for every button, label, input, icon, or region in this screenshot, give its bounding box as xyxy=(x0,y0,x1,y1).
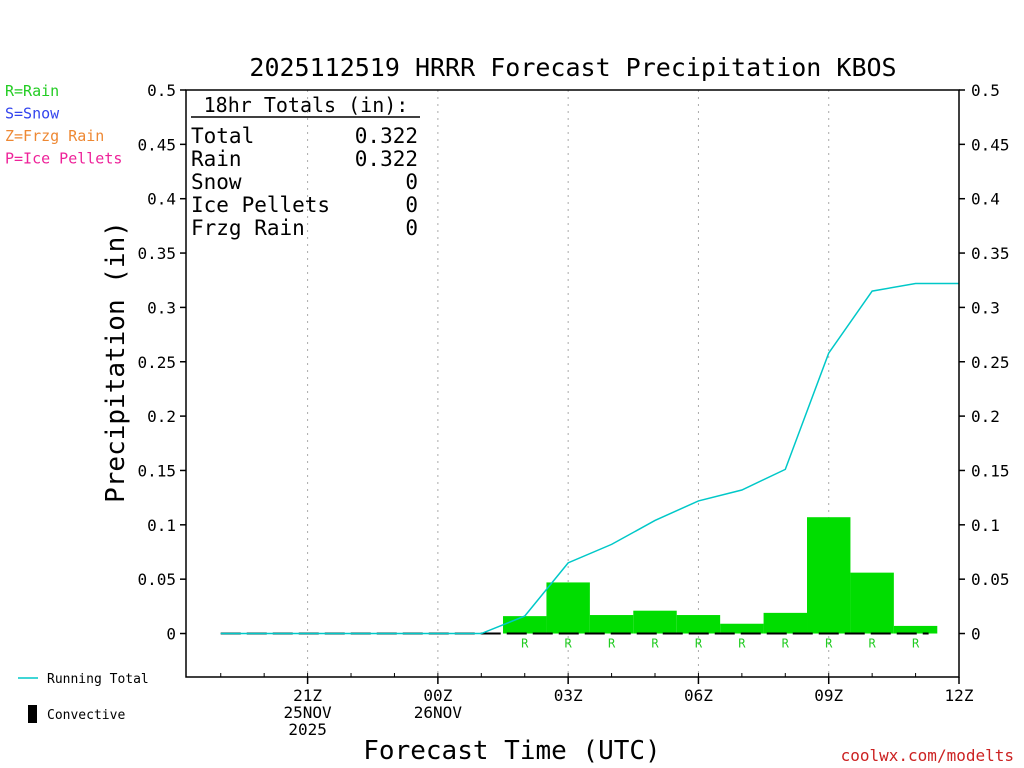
totals-value: 0 xyxy=(405,193,418,217)
precip-bar xyxy=(763,612,808,634)
x-axis-label: Forecast Time (UTC) xyxy=(363,736,660,766)
y-tick-label-left: 0.35 xyxy=(137,244,176,263)
y-tick-label-left: 0.3 xyxy=(147,298,176,317)
y-tick-label-left: 0.25 xyxy=(137,353,176,372)
precip-type-label: R xyxy=(565,637,573,651)
x-tick-label: 09Z xyxy=(814,686,843,705)
totals-label: Snow xyxy=(191,170,242,194)
y-tick-label-left: 0.15 xyxy=(137,461,176,480)
precip-bar xyxy=(893,625,938,634)
totals-label: Frzg Rain xyxy=(191,216,305,240)
y-tick-label-right: 0.25 xyxy=(971,353,1010,372)
x-tick-label: 12Z xyxy=(945,686,974,705)
y-tick-label-left: 0 xyxy=(166,625,176,644)
totals-value: 0 xyxy=(405,170,418,194)
chart-title: 2025112519 HRRR Forecast Precipitation K… xyxy=(249,53,896,82)
totals-label: Ice Pellets xyxy=(191,193,330,217)
y-tick-label-right: 0.5 xyxy=(971,81,1000,100)
precip-type-label: R xyxy=(695,637,703,651)
y-tick-label-left: 0.05 xyxy=(137,570,176,589)
legend-bar-swatch xyxy=(28,705,37,723)
type-legend-item: Z=Frzg Rain xyxy=(5,127,104,145)
precip-type-label: R xyxy=(521,637,529,651)
y-tick-label-left: 0.45 xyxy=(137,135,176,154)
y-tick-label-left: 0.5 xyxy=(147,81,176,100)
precip-bar xyxy=(503,616,547,634)
precip-bar xyxy=(720,623,764,634)
x-tick-label: 26NOV xyxy=(414,703,463,722)
precip-type-label: R xyxy=(608,637,616,651)
y-tick-label-right: 0.1 xyxy=(971,516,1000,535)
y-tick-label-right: 0.15 xyxy=(971,461,1010,480)
precip-type-label: R xyxy=(651,637,659,651)
precip-bar xyxy=(546,582,590,634)
precip-type-label: R xyxy=(782,637,790,651)
x-tick-label: 00Z xyxy=(423,686,452,705)
precip-type-label: R xyxy=(825,637,833,651)
precip-bar xyxy=(676,615,721,634)
type-legend-item: P=Ice Pellets xyxy=(5,150,122,168)
y-tick-label-left: 0.4 xyxy=(147,190,176,209)
precip-bar xyxy=(807,517,851,634)
precip-bar xyxy=(633,610,677,634)
y-tick-label-right: 0.35 xyxy=(971,244,1010,263)
x-tick-label: 25NOV xyxy=(284,703,333,722)
running-total-line xyxy=(220,282,959,635)
x-tick-label: 2025 xyxy=(288,720,327,739)
precip-type-label: R xyxy=(912,637,920,651)
precip-type-label: R xyxy=(869,637,877,651)
totals-label: Total xyxy=(191,124,254,148)
y-tick-label-left: 0.1 xyxy=(147,516,176,535)
totals-value: 0 xyxy=(405,216,418,240)
totals-label: Rain xyxy=(191,147,242,171)
x-tick-label: 21Z xyxy=(293,686,322,705)
x-tick-label: 06Z xyxy=(684,686,713,705)
precip-bar xyxy=(850,572,894,634)
precip-bar xyxy=(589,615,634,634)
y-tick-label-right: 0.05 xyxy=(971,570,1010,589)
type-legend-item: S=Snow xyxy=(5,105,60,123)
x-tick-label: 03Z xyxy=(554,686,583,705)
y-tick-label-right: 0.45 xyxy=(971,135,1010,154)
y-tick-label-right: 0.3 xyxy=(971,298,1000,317)
bottom-legend-label: Convective xyxy=(47,708,125,723)
precip-type-label: R xyxy=(738,637,746,651)
y-tick-label-left: 0.2 xyxy=(147,407,176,426)
y-axis-label: Precipitation (in) xyxy=(101,221,131,503)
bottom-legend-label: Running Total xyxy=(47,672,149,687)
totals-value: 0.322 xyxy=(355,124,418,148)
y-tick-label-right: 0.4 xyxy=(971,190,1000,209)
type-legend-item: R=Rain xyxy=(5,82,59,100)
totals-value: 0.322 xyxy=(355,147,418,171)
plot-frame xyxy=(185,89,960,678)
y-tick-label-right: 0 xyxy=(971,625,981,644)
credit-text: coolwx.com/modelts xyxy=(841,746,1014,765)
totals-heading: 18hr Totals (in): xyxy=(204,93,409,117)
y-tick-label-right: 0.2 xyxy=(971,407,1000,426)
